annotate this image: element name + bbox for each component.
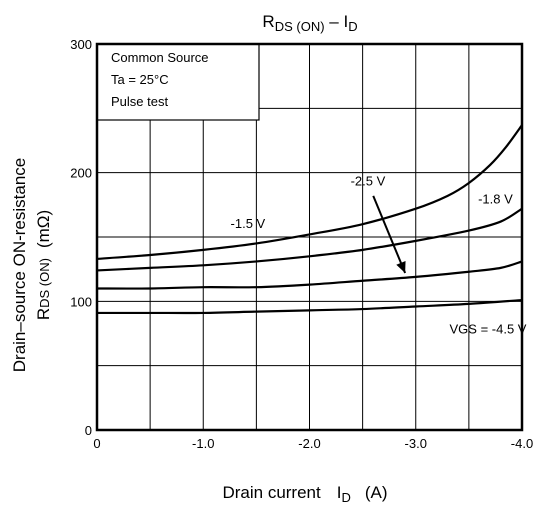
chart-title: RDS (ON) – ID [262, 12, 357, 34]
series-curve [96, 260, 523, 290]
y-axis-label: Drain–source ON-resistance [10, 158, 29, 372]
y-axis-label-2: RDS (ON)(mΩ) [34, 210, 53, 320]
svg-text:RDS (ON)(mΩ): RDS (ON)(mΩ) [34, 210, 53, 320]
x-tick-label: -4.0 [511, 436, 533, 451]
series-curve [96, 124, 523, 260]
series-curve [96, 207, 523, 272]
curve-label: -1.5 V [231, 216, 266, 231]
x-tick-label: -3.0 [405, 436, 427, 451]
y-tick-label: 100 [70, 294, 92, 309]
condition-line: Common Source [111, 50, 209, 65]
conditions-box-border [96, 43, 260, 121]
x-tick-label: -1.0 [192, 436, 214, 451]
curve-label: VGS = -4.5 V [450, 322, 527, 337]
x-tick-label: 0 [93, 436, 100, 451]
x-axis-label: Drain current ID (A) [222, 483, 387, 505]
y-axis-label-line1: Drain–source ON-resistance [10, 158, 29, 372]
y-tick-label: 0 [85, 423, 92, 438]
condition-line: Ta = 25°C [111, 72, 169, 87]
tick-labels: 0 -1.0 -2.0 -3.0 -4.0 0 100 200 300 [70, 37, 533, 451]
condition-line: Pulse test [111, 94, 168, 109]
annotations: -1.5 V -1.8 V -2.5 V VGS = -4.5 V [231, 174, 527, 337]
y-tick-label: 200 [70, 166, 92, 181]
series-curve [97, 298, 523, 315]
annotation-arrow-head [396, 260, 406, 274]
curves [96, 124, 523, 315]
plot-frame [95, 42, 524, 432]
x-tick-label: -2.0 [298, 436, 320, 451]
y-tick-label: 300 [70, 37, 92, 52]
annotation-arrow-line [372, 195, 407, 274]
curve-label: -1.8 V [478, 192, 513, 207]
conditions-box: Common Source Ta = 25°C Pulse test [96, 43, 260, 121]
curve-label: -2.5 V [351, 174, 386, 189]
